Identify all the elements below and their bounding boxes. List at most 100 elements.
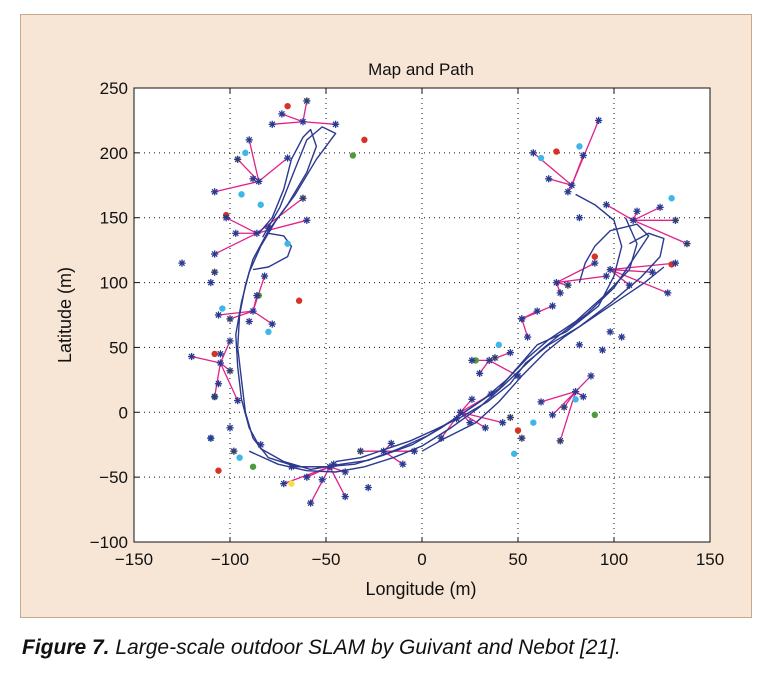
highlight-point — [591, 253, 598, 260]
landmark-marker — [234, 397, 242, 405]
landmark-marker — [214, 311, 223, 319]
landmark-marker — [468, 356, 476, 364]
x-tick-label: 0 — [417, 550, 426, 569]
vehicle-paths — [235, 126, 665, 473]
landmark-marker — [476, 369, 484, 377]
observation-ray — [605, 204, 634, 221]
landmark-marker — [178, 259, 186, 267]
highlight-point — [510, 450, 518, 457]
y-tick-label: 250 — [100, 79, 128, 98]
highlight-point — [284, 240, 291, 247]
sensor-station-marker — [456, 408, 464, 416]
sensor-station-marker — [326, 463, 334, 471]
landmark-marker — [253, 291, 261, 300]
observation-ray — [214, 180, 259, 193]
observation-ray — [218, 310, 254, 316]
vehicle-path — [237, 128, 623, 468]
landmark-marker — [595, 116, 603, 125]
sensor-station-marker — [380, 447, 388, 455]
x-tick-label: −150 — [115, 550, 153, 569]
sensor-station-marker — [249, 307, 257, 315]
landmark-marker — [518, 434, 526, 442]
landmark-marker — [506, 413, 514, 422]
landmark-marker — [533, 307, 541, 315]
landmark-marker — [648, 268, 656, 276]
vehicle-path — [252, 232, 293, 271]
x-tick-label: 150 — [696, 550, 724, 569]
landmark-marker — [556, 289, 564, 297]
landmark-marker — [211, 393, 219, 401]
landmark-marker — [560, 403, 568, 411]
observation-ray — [256, 219, 307, 234]
landmark-marker — [260, 272, 269, 280]
landmark-marker — [579, 151, 587, 160]
landmark-marker — [468, 395, 476, 403]
observation-ray — [548, 178, 572, 186]
observation-ray — [213, 362, 222, 397]
observation-ray — [214, 232, 258, 255]
chart-title: Map and Path — [368, 60, 474, 79]
landmark-marker — [216, 350, 224, 358]
landmark-marker — [481, 424, 489, 432]
x-tick-label: 50 — [509, 550, 528, 569]
landmark-marker — [207, 434, 215, 442]
highlight-point — [236, 454, 243, 461]
observation-ray — [258, 157, 289, 182]
observation-ray — [281, 113, 304, 123]
landmark-marker — [491, 354, 499, 362]
landmark-marker — [564, 281, 572, 289]
highlight-point — [668, 195, 675, 202]
landmark-marker — [364, 483, 372, 492]
observation-ray — [302, 121, 336, 125]
landmark-marker — [664, 289, 672, 297]
caption-text: Large-scale outdoor SLAM by Guivant and … — [109, 636, 621, 659]
y-tick-label: −100 — [90, 533, 128, 552]
x-tick-label: −50 — [312, 550, 341, 569]
observation-ray — [237, 158, 260, 182]
landmark-marker — [214, 380, 223, 388]
observation-ray — [191, 355, 221, 364]
landmark-marker — [207, 278, 215, 287]
observation-ray — [632, 206, 661, 221]
highlight-point — [349, 152, 357, 159]
axis-ticks: −150 −100 −50 0 50 100 150−100−500501001502002… — [90, 79, 724, 569]
observation-ray — [310, 466, 331, 504]
landmark-marker — [341, 468, 349, 476]
highlight-point — [514, 427, 522, 434]
sensor-station-marker — [485, 356, 493, 364]
y-tick-label: 150 — [100, 209, 128, 228]
landmark-marker — [303, 216, 311, 224]
y-tick-label: 0 — [119, 403, 128, 422]
landmark-marker — [303, 97, 311, 105]
landmark-marker — [257, 441, 265, 449]
sensor-station-marker — [568, 181, 576, 189]
landmarks — [178, 97, 691, 507]
vehicle-path — [235, 126, 638, 471]
figure-caption: Figure 7. Large-scale outdoor SLAM by Gu… — [22, 636, 621, 660]
landmark-marker — [211, 250, 219, 258]
landmark-marker — [211, 268, 219, 276]
y-tick-label: 50 — [109, 338, 128, 357]
highlight-point — [249, 463, 257, 470]
landmark-marker — [268, 320, 276, 328]
landmark-marker — [618, 333, 626, 341]
sensor-station-marker — [255, 177, 263, 185]
y-tick-label: −50 — [99, 468, 128, 487]
landmark-marker — [387, 439, 395, 448]
landmark-marker — [499, 419, 507, 427]
landmark-marker — [683, 240, 691, 248]
landmark-marker — [545, 175, 553, 183]
landmark-marker — [602, 201, 610, 209]
figure-number: Figure 7. — [22, 636, 110, 659]
y-tick-label: 200 — [100, 144, 128, 163]
sensor-station-marker — [216, 359, 224, 367]
landmark-marker — [249, 175, 257, 183]
landmark-marker — [548, 411, 557, 419]
landmark-marker — [524, 333, 532, 341]
landmark-marker — [598, 346, 607, 354]
highlight-point — [572, 396, 579, 403]
grid-lines — [134, 88, 710, 542]
landmark-marker — [564, 188, 572, 196]
landmark-marker — [278, 110, 286, 118]
vehicle-path — [335, 232, 665, 463]
